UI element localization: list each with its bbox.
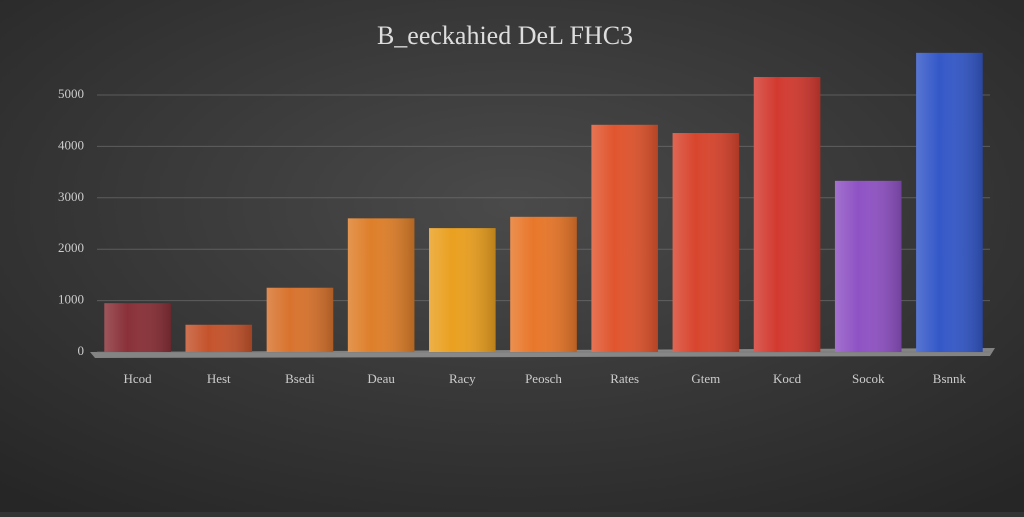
x-tick-label: Bsedi [285, 371, 315, 386]
bar-shade [834, 180, 902, 352]
x-tick-label: Deau [367, 371, 395, 386]
y-tick-label: 5000 [58, 86, 84, 101]
x-tick-label: Racy [449, 371, 476, 386]
y-tick-label: 4000 [58, 137, 84, 152]
bar-shade [916, 52, 983, 353]
bar-shade [510, 216, 577, 352]
x-tick-label: Bsnnk [933, 371, 967, 386]
bar-shade [266, 287, 334, 352]
x-tick-label: Gtem [691, 371, 720, 386]
bar-shade [347, 218, 415, 352]
x-tick-label: Socok [852, 371, 885, 386]
x-tick-label: Hcod [124, 371, 153, 386]
y-tick-label: 2000 [58, 240, 84, 255]
bar-shade [753, 77, 821, 352]
bar-shade [104, 303, 171, 352]
y-tick-label: 0 [78, 343, 85, 358]
chart-title: B_eeckahied DeL FHC3 [377, 21, 633, 50]
bar-shade [429, 228, 496, 352]
x-tick-label: Hest [207, 371, 231, 386]
x-tick-label: Kocd [773, 371, 802, 386]
bar-shade [672, 133, 740, 352]
y-tick-label: 1000 [58, 292, 84, 307]
y-tick-label: 3000 [58, 189, 84, 204]
bar-shade [185, 324, 253, 352]
x-tick-label: Peosch [525, 371, 562, 386]
x-tick-label: Rates [610, 371, 639, 386]
bar-shade [591, 124, 658, 352]
